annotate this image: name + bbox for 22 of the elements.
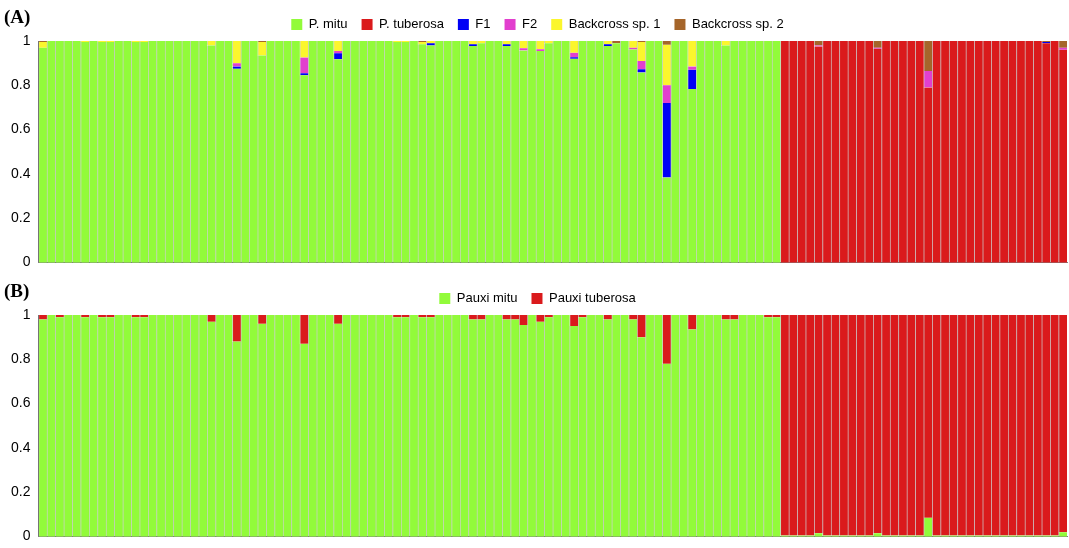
legend-label: Pauxi tuberosa [548,290,637,306]
chart-title: (B) [4,280,30,302]
legend-label: F2 [522,16,538,32]
y-tick-label: 0 [22,527,31,544]
y-tick-label: 0.4 [10,438,31,455]
y-tick-label: 0.4 [10,164,31,181]
legend-label: F1 [475,16,491,32]
legend-label: P. tuberosa [379,16,445,32]
legend-label: P. mitu [308,16,348,32]
y-tick-label: 0.8 [10,76,31,93]
y-tick-label: 0.8 [10,350,31,367]
y-tick-label: 1 [22,305,31,322]
legend-label: Pauxi mitu [456,290,518,306]
y-tick-label: 0.6 [10,120,31,137]
legend-label: Backcross sp. 2 [691,16,784,32]
legend-label: Backcross sp. 1 [568,16,661,32]
chart-title: (A) [4,6,31,28]
y-tick-label: 0 [22,253,31,270]
y-tick-label: 0.2 [10,483,31,500]
y-tick-label: 1 [22,31,31,48]
y-tick-label: 0.6 [10,394,31,411]
y-tick-label: 0.2 [10,209,31,226]
